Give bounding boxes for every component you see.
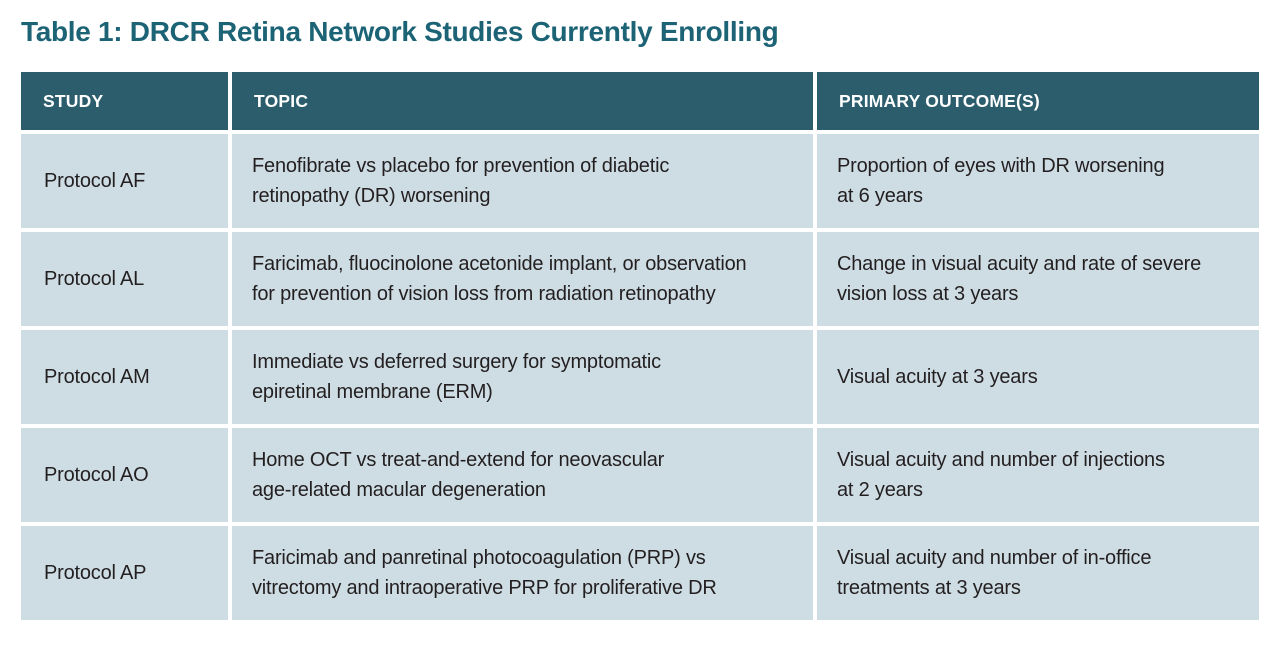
table-row-outcome: Visual acuity at 3 years [817, 330, 1259, 424]
table-row-outcome: Visual acuity and number of in-office tr… [817, 526, 1259, 620]
header-cell-topic: TOPIC [232, 72, 813, 130]
table-row-outcome: Change in visual acuity and rate of seve… [817, 232, 1259, 326]
page-title: Table 1: DRCR Retina Network Studies Cur… [21, 16, 779, 47]
table-row-outcome: Visual acuity and number of injections a… [817, 428, 1259, 522]
table-row-topic: Fenofibrate vs placebo for prevention of… [232, 134, 813, 228]
table-row-study: Protocol AP [21, 526, 228, 620]
header-cell-study: STUDY [21, 72, 228, 130]
table-row-study: Protocol AL [21, 232, 228, 326]
table-row-study: Protocol AM [21, 330, 228, 424]
table-row-topic: Home OCT vs treat-and-extend for neovasc… [232, 428, 813, 522]
table-row-study: Protocol AO [21, 428, 228, 522]
enrolling-studies-table: STUDY TOPIC PRIMARY OUTCOME(S) Protocol … [21, 72, 1259, 620]
table-row-outcome: Proportion of eyes with DR worsening at … [817, 134, 1259, 228]
table-row-study: Protocol AF [21, 134, 228, 228]
table-row-topic: Faricimab, fluocinolone acetonide implan… [232, 232, 813, 326]
table-row-topic: Faricimab and panretinal photocoagulatio… [232, 526, 813, 620]
header-cell-primary-outcomes: PRIMARY OUTCOME(S) [817, 72, 1259, 130]
table-row-topic: Immediate vs deferred surgery for sympto… [232, 330, 813, 424]
